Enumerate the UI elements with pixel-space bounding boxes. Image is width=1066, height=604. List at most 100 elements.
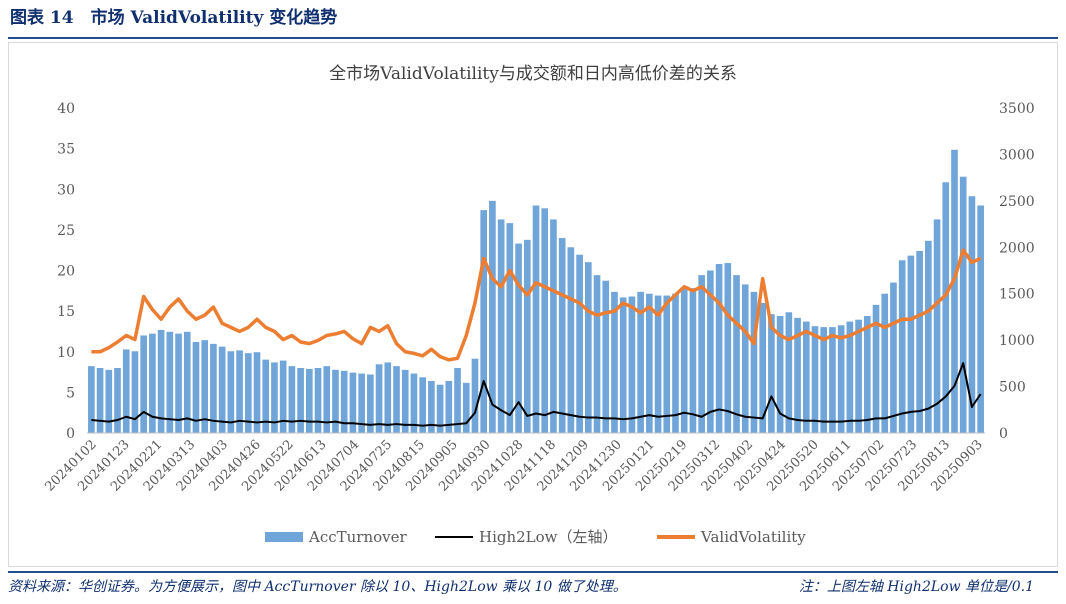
acc-turnover-bar <box>741 284 749 433</box>
acc-turnover-bar <box>358 373 365 433</box>
acc-turnover-bar <box>663 295 671 433</box>
acc-turnover-bar <box>654 295 662 433</box>
left-axis: 0 5 10 15 20 25 30 35 40 <box>57 101 75 442</box>
acc-turnover-bar <box>733 275 740 433</box>
legend-label: AccTurnover <box>308 528 408 546</box>
acc-turnover-bar <box>898 260 906 433</box>
right-tick-label: 2000 <box>999 240 1035 256</box>
acc-turnover-bar <box>602 280 610 433</box>
acc-turnover-bar <box>244 353 252 433</box>
chart-title: 全市场ValidVolatility与成交额和日内高低价差的关系 <box>329 64 737 84</box>
source-note: 资料来源：华创证券。为方便展示，图中 AccTurnover 除以 10、Hig… <box>8 579 627 595</box>
acc-turnover-bar <box>829 327 836 433</box>
high2low-line <box>91 362 982 427</box>
right-tick-label: 0 <box>999 426 1008 442</box>
acc-turnover-bar <box>672 293 679 433</box>
left-tick-label: 30 <box>57 182 75 198</box>
right-axis: 0 500 1000 1500 2000 2500 3000 3500 <box>999 101 1035 442</box>
legend-high2low: High2Low（左轴） <box>435 528 618 546</box>
acc-turnover-bar <box>776 316 784 433</box>
left-tick-label: 15 <box>57 304 75 320</box>
legend-label: ValidVolatility <box>700 528 806 546</box>
x-axis: 2024010220240123202402212024031320240403… <box>42 437 985 494</box>
right-tick-label: 1000 <box>999 333 1035 349</box>
acc-turnover-bar <box>925 240 932 433</box>
acc-turnover-bar <box>393 366 400 433</box>
acc-turnover-bar <box>88 366 95 433</box>
acc-turnover-bar <box>646 293 653 433</box>
acc-turnover-bar <box>619 297 627 433</box>
title-rule <box>8 37 1058 39</box>
acc-turnover-bar <box>698 275 705 433</box>
footnote-rule <box>8 571 1058 573</box>
footnote: 资料来源：华创证券。为方便展示，图中 AccTurnover 除以 10、Hig… <box>8 576 1058 598</box>
legend-valid-volatility: ValidVolatility <box>657 528 806 546</box>
unit-note: 注：上图左轴 High2Low 单位是/0.1 <box>798 579 1034 595</box>
acc-turnover-bar <box>506 223 514 433</box>
legend-acc-turnover: AccTurnover <box>265 528 408 546</box>
acc-turnover-bar <box>550 219 557 433</box>
left-tick-label: 35 <box>57 142 75 158</box>
acc-turnover-bar <box>977 205 984 433</box>
acc-turnover-bar <box>480 210 488 433</box>
chart-frame: 全市场ValidVolatility与成交额和日内高低价差的关系 0 5 10 15 2… <box>8 42 1058 567</box>
acc-turnover-bar <box>750 291 758 433</box>
acc-turnover-bar <box>576 254 583 433</box>
acc-turnover-bar <box>933 219 941 433</box>
acc-turnover-bar <box>140 335 147 433</box>
acc-turnover-bar <box>271 362 278 433</box>
acc-turnover-bar <box>96 368 104 433</box>
left-tick-label: 5 <box>66 385 75 401</box>
acc-turnover-bar <box>523 239 531 433</box>
acc-turnover-bar <box>585 262 592 433</box>
right-tick-label: 500 <box>999 380 1026 396</box>
acc-turnover-bar <box>863 316 871 433</box>
legend-label: High2Low（左轴） <box>479 528 618 546</box>
acc-turnover-bar <box>802 321 810 433</box>
acc-turnover-bar <box>175 333 182 433</box>
acc-turnover-bar <box>785 312 793 433</box>
acc-turnover-bar <box>323 366 331 433</box>
acc-turnover-bar <box>367 374 374 433</box>
acc-turnover-bar <box>707 270 714 433</box>
acc-turnover-bar <box>428 381 435 433</box>
figure-title: 图表 14 市场 ValidVolatility 变化趋势 <box>10 8 338 28</box>
acc-turnover-bar <box>846 321 854 433</box>
acc-turnover-bar <box>890 282 897 433</box>
acc-turnover-bar <box>306 368 313 433</box>
acc-turnover-bar <box>314 368 322 433</box>
acc-turnover-bar <box>811 326 819 433</box>
acc-turnover-bar <box>262 359 270 433</box>
acc-turnover-bar <box>689 288 697 433</box>
acc-turnover-bar <box>288 366 296 433</box>
acc-turnover-bar <box>445 381 453 433</box>
acc-turnover-bar <box>942 182 950 433</box>
left-tick-label: 40 <box>57 101 75 117</box>
acc-turnover-bar <box>192 342 200 433</box>
legend: AccTurnover High2Low（左轴） ValidVolatility <box>265 528 806 546</box>
acc-turnover-bar <box>532 205 540 433</box>
acc-turnover-bar <box>968 196 976 433</box>
right-tick-label: 3500 <box>999 101 1035 117</box>
acc-turnover-bar <box>297 368 304 433</box>
right-tick-label: 3000 <box>999 147 1035 163</box>
acc-turnover-bar <box>462 382 470 433</box>
acc-turnover-bar <box>959 176 967 433</box>
acc-turnover-bar <box>907 255 915 433</box>
acc-turnover-bar <box>279 360 287 433</box>
left-tick-label: 20 <box>57 264 75 280</box>
acc-turnover-bar <box>872 304 880 433</box>
chart-svg: 全市场ValidVolatility与成交额和日内高低价差的关系 0 5 10 15 2… <box>42 64 1035 546</box>
valid-volatility-line <box>91 248 982 362</box>
right-tick-label: 1500 <box>999 287 1035 303</box>
acc-turnover-bar <box>637 291 644 433</box>
acc-turnover-bar <box>489 200 496 433</box>
legend-swatch <box>265 532 303 542</box>
acc-turnover-bar <box>375 364 383 433</box>
acc-turnover-bar <box>253 352 261 433</box>
acc-turnover-bar <box>628 296 636 433</box>
acc-turnover-bar <box>951 149 958 433</box>
acc-turnover-bar <box>611 291 618 433</box>
acc-turnover-bar <box>759 303 766 433</box>
acc-turnover-bar <box>340 370 348 433</box>
